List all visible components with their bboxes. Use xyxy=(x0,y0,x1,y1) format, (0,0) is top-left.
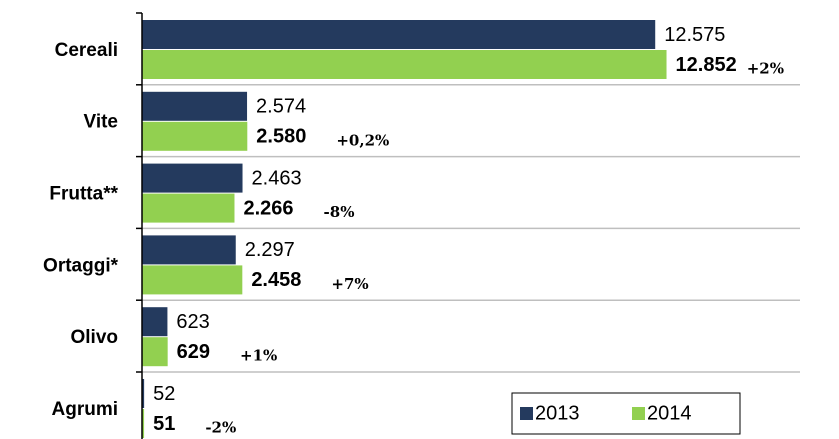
value-label: 51 xyxy=(153,413,175,435)
legend-swatch xyxy=(632,407,645,420)
value-label: 623 xyxy=(176,311,209,333)
bar xyxy=(142,379,145,408)
bar xyxy=(142,91,248,121)
category-label: Vite xyxy=(83,112,118,133)
category-label: Cereali xyxy=(55,40,118,61)
bar xyxy=(142,50,667,79)
value-label: 629 xyxy=(177,341,210,363)
value-label: 2.297 xyxy=(245,239,295,261)
change-annotation: +0,2% xyxy=(336,131,389,149)
value-label: 12.575 xyxy=(664,24,725,46)
bar xyxy=(142,20,656,49)
value-label: 2.463 xyxy=(252,167,302,189)
value-label: 2.580 xyxy=(256,126,306,148)
bar xyxy=(142,121,248,151)
change-annotation: -8% xyxy=(324,203,355,221)
category-label: Olivo xyxy=(70,327,118,348)
legend-label: 2014 xyxy=(647,402,692,424)
bar xyxy=(142,265,243,295)
category-label: Frutta** xyxy=(49,184,118,205)
value-label: 2.574 xyxy=(256,96,306,118)
bar xyxy=(142,163,243,193)
bar xyxy=(142,235,236,265)
value-label: 12.852 xyxy=(676,54,737,76)
category-label: Agrumi xyxy=(52,399,119,420)
value-label: 52 xyxy=(153,383,175,405)
bar xyxy=(142,337,168,367)
bar xyxy=(142,193,235,223)
category-label: Ortaggi* xyxy=(43,255,119,276)
bar xyxy=(142,307,168,337)
change-annotation: +2% xyxy=(747,60,784,78)
value-label: 2.458 xyxy=(251,269,301,291)
change-annotation: +1% xyxy=(240,347,277,365)
legend-swatch xyxy=(520,407,533,420)
change-annotation: -2% xyxy=(205,419,236,437)
change-annotation: +7% xyxy=(331,275,368,293)
legend-box xyxy=(511,392,741,435)
bar xyxy=(142,409,145,438)
legend-label: 2013 xyxy=(535,402,580,424)
value-label: 2.266 xyxy=(243,197,293,219)
